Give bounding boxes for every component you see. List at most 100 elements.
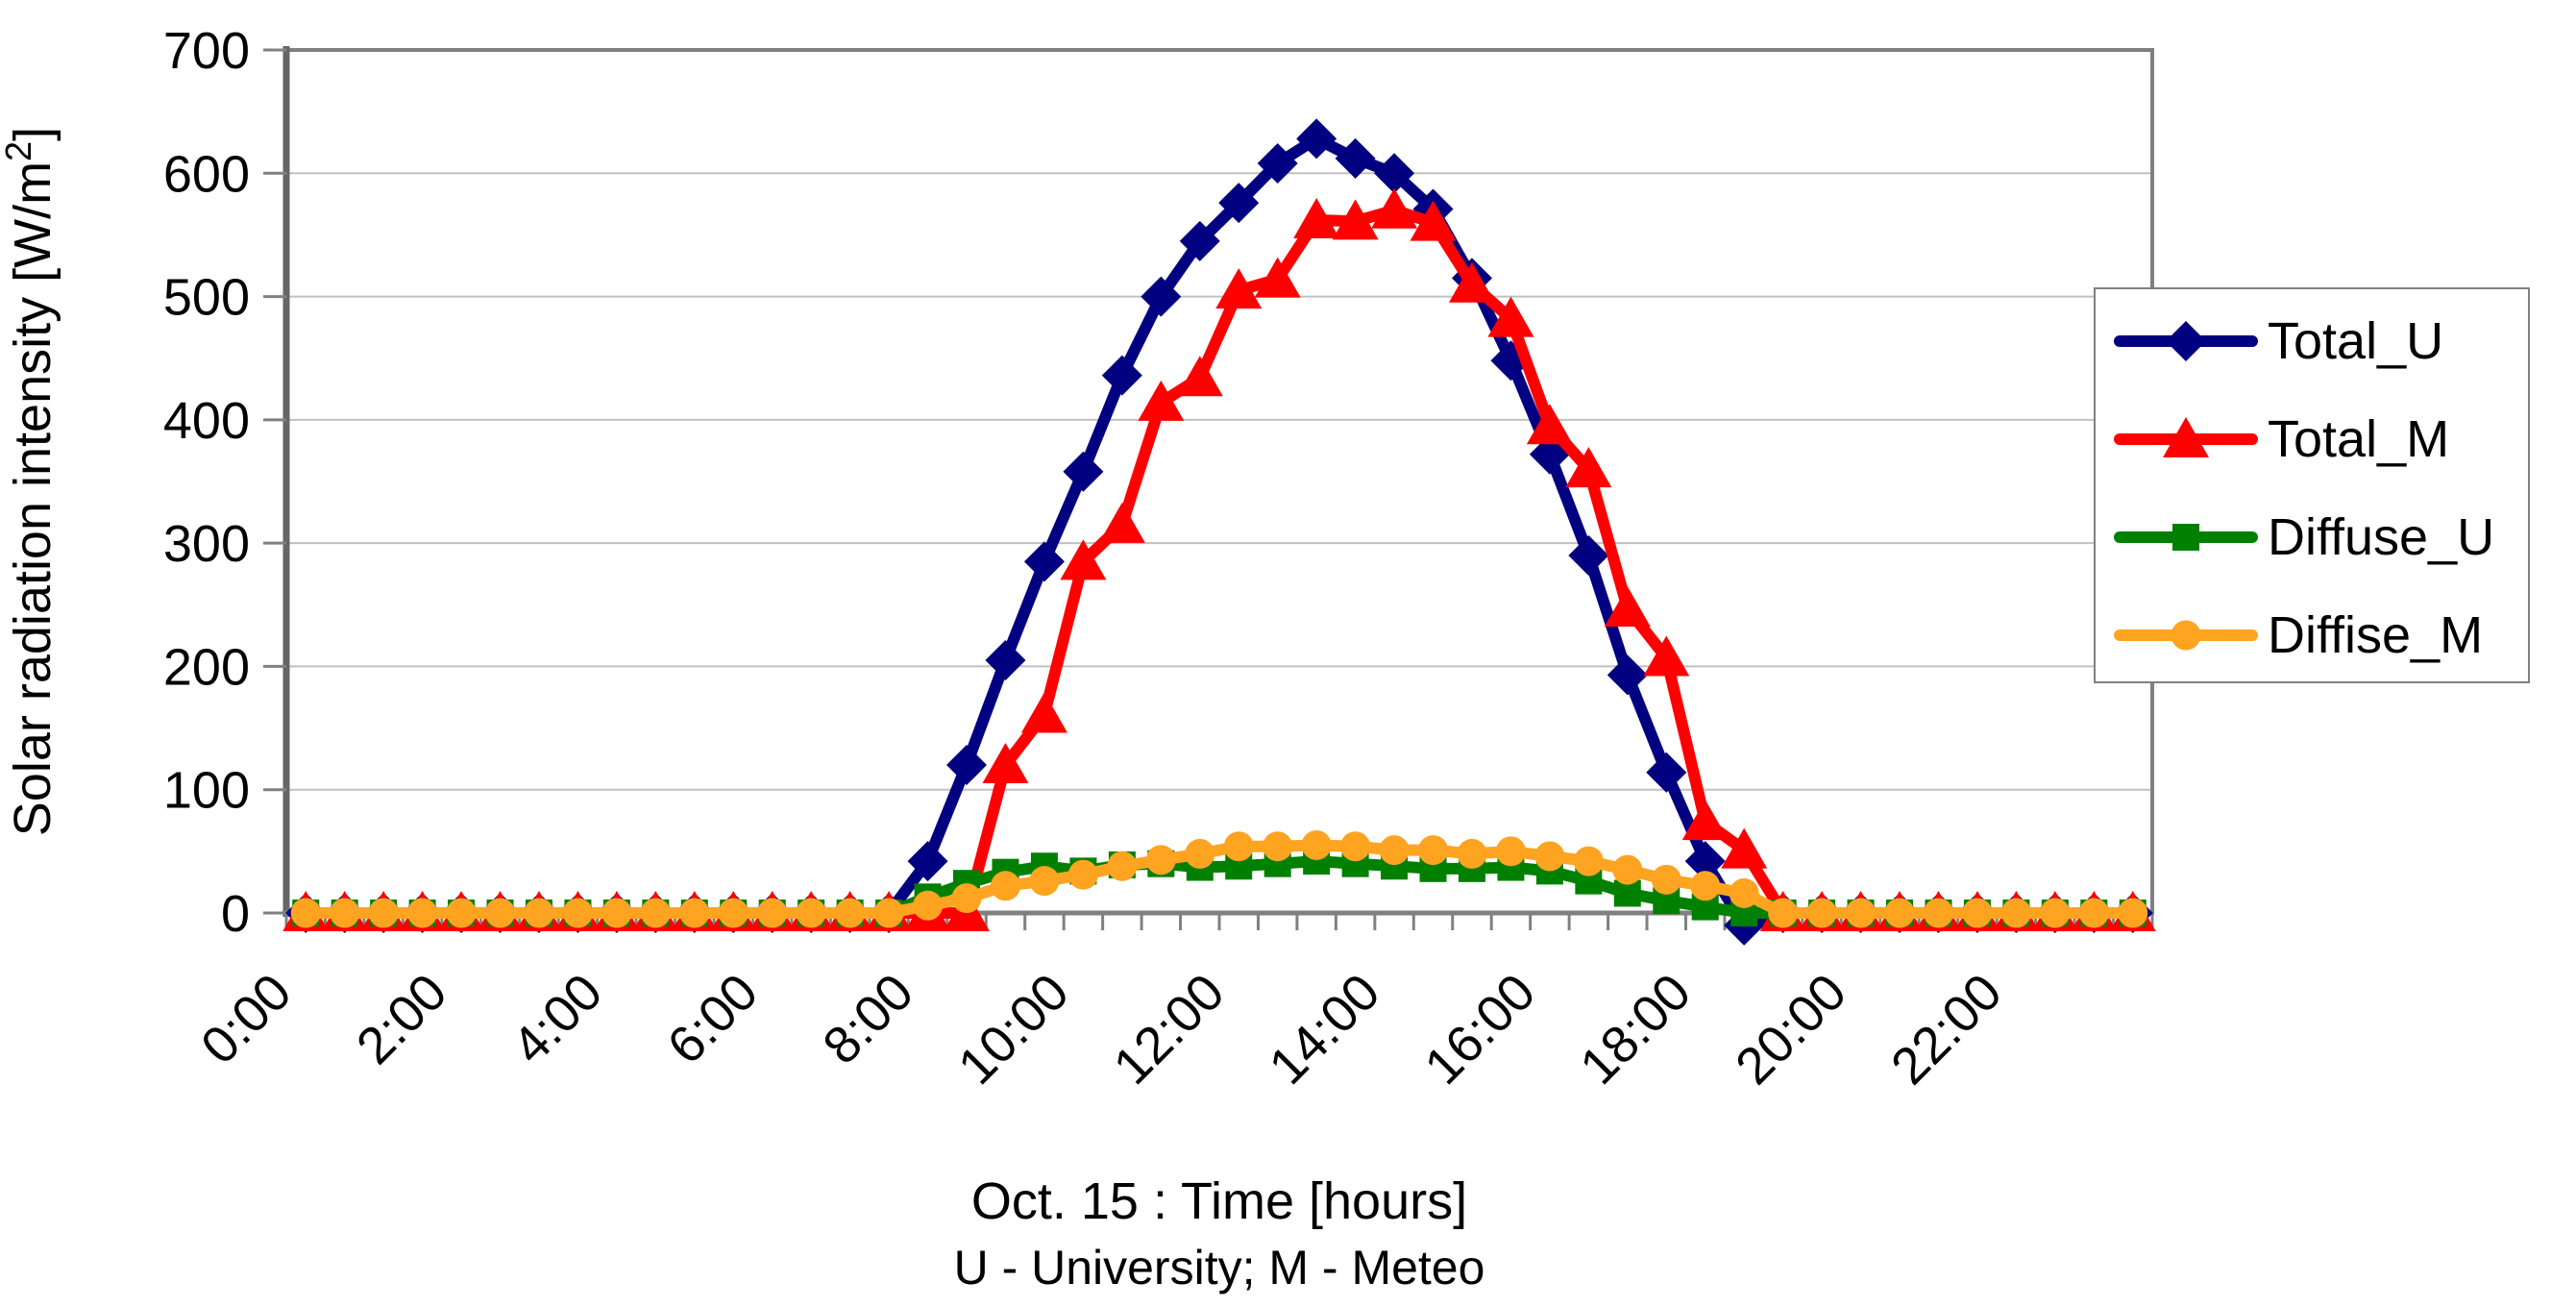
marker-triangle <box>1681 800 1729 841</box>
y-tick-label: 400 <box>163 392 250 450</box>
marker-triangle <box>1293 198 1340 239</box>
legend-label-total-m: Total_M <box>2268 410 2449 468</box>
x-tick-label: 18:00 <box>1569 963 1702 1096</box>
marker-triangle <box>982 743 1029 784</box>
marker-triangle <box>2163 417 2209 457</box>
y-tick-label: 500 <box>163 269 250 327</box>
marker-diamond <box>1607 654 1648 696</box>
marker-circle <box>2040 898 2071 928</box>
marker-circle <box>1573 846 1604 876</box>
marker-circle <box>1223 831 1254 862</box>
marker-circle <box>1185 838 1215 869</box>
marker-triangle <box>1332 199 1379 240</box>
x-tick-label: 12:00 <box>1103 963 1236 1096</box>
marker-circle <box>1962 898 1993 928</box>
marker-circle <box>1457 838 1487 869</box>
marker-diamond <box>1141 276 1182 317</box>
marker-circle <box>1301 829 1332 860</box>
marker-circle <box>368 898 399 928</box>
legend-swatches <box>2094 287 2530 683</box>
marker-circle <box>835 898 866 928</box>
gridlines <box>286 172 2152 791</box>
y-axis-title: Solar radiation intensity [W/m2] <box>0 127 61 836</box>
y-tick-label: 300 <box>163 515 250 573</box>
marker-diamond <box>1568 534 1609 576</box>
x-tick-label: 14:00 <box>1259 963 1391 1096</box>
y-tick-label: 200 <box>163 638 250 696</box>
marker-circle <box>1846 898 1877 928</box>
marker-triangle <box>1526 404 1573 445</box>
marker-circle <box>796 898 826 928</box>
marker-diamond <box>1101 355 1142 396</box>
marker-diamond <box>907 841 948 882</box>
marker-triangle <box>1215 268 1263 309</box>
marker-circle <box>1768 898 1799 928</box>
y-tick-label: 600 <box>163 145 250 203</box>
marker-circle <box>1534 841 1565 872</box>
marker-diamond <box>1296 118 1337 160</box>
marker-circle <box>1340 831 1371 862</box>
marker-circle <box>2118 898 2148 928</box>
series-Diffise_M <box>290 829 2148 928</box>
marker-circle <box>1806 898 1837 928</box>
legend-label-diffise-m: Diffise_M <box>2268 606 2483 664</box>
marker-circle <box>873 898 904 928</box>
marker-circle <box>1145 845 1176 875</box>
marker-diamond <box>1335 137 1376 179</box>
marker-circle <box>330 898 360 928</box>
marker-diamond <box>2166 321 2206 361</box>
legend-label-total-u: Total_U <box>2268 312 2443 370</box>
marker-circle <box>2078 898 2109 928</box>
series-Total_U <box>285 118 2153 946</box>
marker-circle <box>1729 877 1759 908</box>
y-tick-label: 100 <box>163 762 250 820</box>
x-tick-label: 20:00 <box>1725 963 1857 1096</box>
x-axis-subtitle: U - University; M - Meteo <box>954 1241 1485 1295</box>
x-tick-label: 8:00 <box>812 963 924 1075</box>
marker-circle <box>1495 836 1526 867</box>
marker-diamond <box>985 640 1026 681</box>
legend-border <box>2094 287 2530 683</box>
marker-circle <box>1263 831 1293 862</box>
marker-diamond <box>1063 451 1104 492</box>
marker-circle <box>1923 898 1953 928</box>
plot-border <box>284 48 2154 915</box>
marker-diamond <box>946 745 988 786</box>
marker-triangle <box>1565 447 1612 488</box>
marker-circle <box>485 898 516 928</box>
marker-diamond <box>1646 752 1687 793</box>
marker-triangle <box>1371 187 1418 229</box>
marker-circle <box>990 871 1020 901</box>
marker-circle <box>524 898 554 928</box>
marker-square <box>2172 524 2199 551</box>
marker-diamond <box>1023 541 1065 582</box>
marker-circle <box>2000 898 2031 928</box>
marker-circle <box>1612 854 1643 885</box>
marker-triangle <box>1643 635 1690 677</box>
marker-circle <box>1107 851 1138 881</box>
marker-circle <box>601 898 632 928</box>
marker-triangle <box>1176 356 1223 397</box>
marker-diamond <box>1374 153 1415 194</box>
marker-circle <box>1379 835 1410 866</box>
y-tick-label: 700 <box>163 22 250 80</box>
marker-diamond <box>1218 183 1260 224</box>
x-tick-label: 6:00 <box>656 963 769 1075</box>
marker-circle <box>951 883 982 914</box>
marker-circle <box>446 898 477 928</box>
marker-triangle <box>1721 827 1768 869</box>
marker-circle <box>757 898 788 928</box>
x-tick-label: 0:00 <box>190 963 303 1075</box>
axes <box>263 46 2154 930</box>
marker-triangle <box>1020 692 1067 733</box>
x-tick-label: 2:00 <box>346 963 458 1075</box>
marker-circle <box>718 898 748 928</box>
series-line-Total_U <box>300 133 2139 931</box>
marker-circle <box>913 890 944 921</box>
marker-circle <box>1690 871 1721 901</box>
marker-triangle <box>1604 586 1651 628</box>
marker-diamond <box>1179 220 1220 261</box>
marker-circle <box>640 898 671 928</box>
marker-circle <box>1651 864 1681 895</box>
